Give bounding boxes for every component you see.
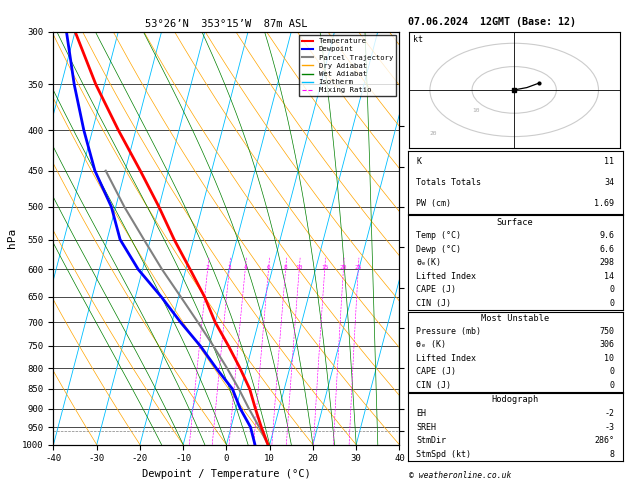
Text: 25: 25 (355, 265, 362, 270)
Legend: Temperature, Dewpoint, Parcel Trajectory, Dry Adiabat, Wet Adiabat, Isotherm, Mi: Temperature, Dewpoint, Parcel Trajectory… (299, 35, 396, 96)
Text: 10: 10 (604, 354, 614, 363)
Text: Totals Totals: Totals Totals (416, 178, 481, 187)
Text: Lifted Index: Lifted Index (416, 354, 476, 363)
Text: 0: 0 (609, 285, 614, 294)
Text: SREH: SREH (416, 423, 436, 432)
Text: θₑ(K): θₑ(K) (416, 258, 441, 267)
Text: Temp (°C): Temp (°C) (416, 231, 461, 240)
Text: 0: 0 (609, 381, 614, 390)
Text: 20: 20 (340, 265, 347, 270)
Text: 10: 10 (472, 108, 479, 113)
Text: θₑ (K): θₑ (K) (416, 340, 446, 349)
Text: 6: 6 (267, 265, 270, 270)
Text: -3: -3 (604, 423, 614, 432)
Text: 3: 3 (227, 265, 231, 270)
Text: 1.69: 1.69 (594, 199, 614, 208)
Text: StmSpd (kt): StmSpd (kt) (416, 450, 471, 459)
Text: 11: 11 (604, 156, 614, 166)
Text: Pressure (mb): Pressure (mb) (416, 327, 481, 336)
Text: 8: 8 (609, 450, 614, 459)
Text: 0: 0 (609, 367, 614, 376)
Text: 34: 34 (604, 178, 614, 187)
Text: CIN (J): CIN (J) (416, 299, 451, 308)
Text: 14: 14 (604, 272, 614, 281)
X-axis label: Dewpoint / Temperature (°C): Dewpoint / Temperature (°C) (142, 469, 311, 479)
Text: 15: 15 (321, 265, 328, 270)
Title: 53°26’N  353°15’W  87m ASL: 53°26’N 353°15’W 87m ASL (145, 19, 308, 30)
Text: 6.6: 6.6 (599, 244, 614, 254)
Y-axis label: km
ASL: km ASL (427, 231, 447, 245)
Text: kt: kt (413, 35, 423, 44)
Text: Surface: Surface (497, 218, 533, 226)
Text: 07.06.2024  12GMT (Base: 12): 07.06.2024 12GMT (Base: 12) (408, 17, 576, 27)
Text: StmDir: StmDir (416, 436, 446, 445)
Text: Hodograph: Hodograph (491, 396, 539, 404)
Text: 286°: 286° (594, 436, 614, 445)
Text: -2: -2 (604, 409, 614, 418)
Text: Lifted Index: Lifted Index (416, 272, 476, 281)
Text: PW (cm): PW (cm) (416, 199, 451, 208)
Text: 298: 298 (599, 258, 614, 267)
Text: © weatheronline.co.uk: © weatheronline.co.uk (409, 471, 511, 480)
Text: K: K (416, 156, 421, 166)
Text: 0: 0 (609, 299, 614, 308)
Text: 10: 10 (296, 265, 303, 270)
Text: 2: 2 (206, 265, 209, 270)
Text: CIN (J): CIN (J) (416, 381, 451, 390)
Y-axis label: hPa: hPa (7, 228, 17, 248)
Text: 4: 4 (243, 265, 247, 270)
Text: Most Unstable: Most Unstable (481, 313, 549, 323)
Text: 8: 8 (284, 265, 287, 270)
Text: EH: EH (416, 409, 426, 418)
Text: Dewp (°C): Dewp (°C) (416, 244, 461, 254)
Text: 9.6: 9.6 (599, 231, 614, 240)
Text: 20: 20 (430, 131, 437, 137)
Text: CAPE (J): CAPE (J) (416, 367, 456, 376)
Text: 750: 750 (599, 327, 614, 336)
Text: CAPE (J): CAPE (J) (416, 285, 456, 294)
Text: 306: 306 (599, 340, 614, 349)
